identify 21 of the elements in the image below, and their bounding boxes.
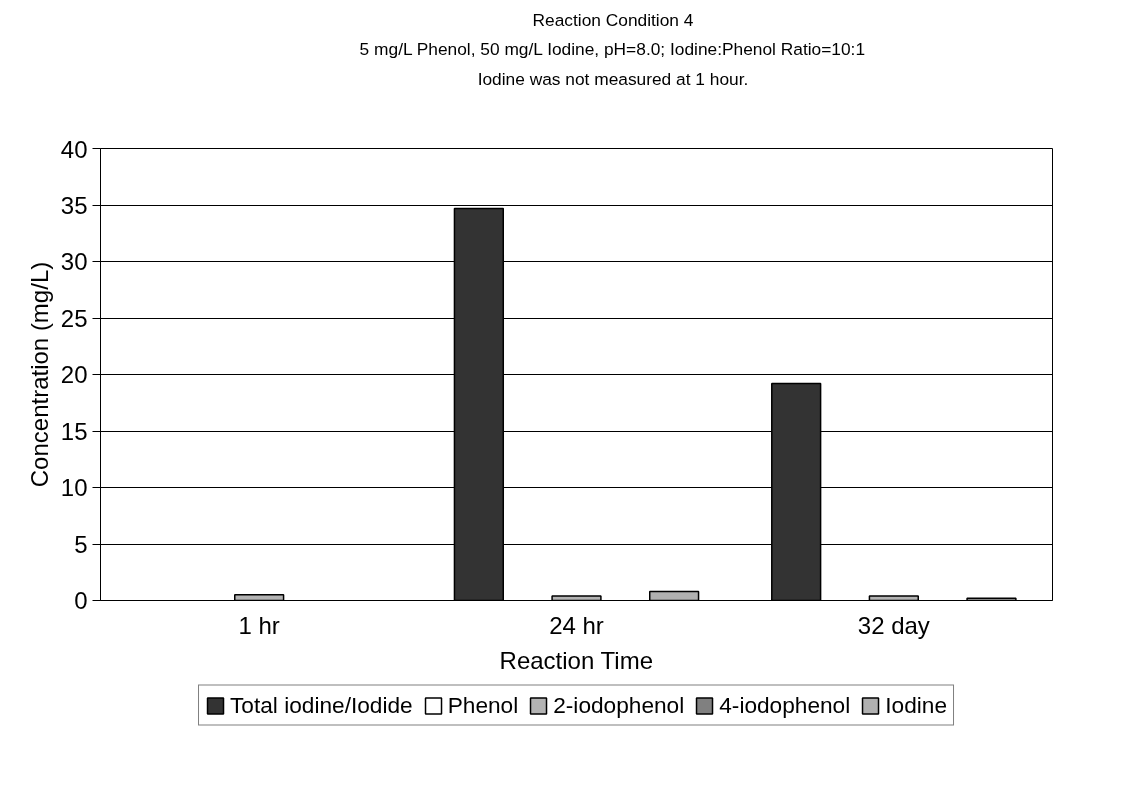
legend-label: Phenol (447, 691, 519, 719)
y-tick-label: 30 (60, 248, 88, 275)
x-tick-label: 1 hr (238, 611, 280, 639)
y-tick-label: 20 (60, 361, 88, 388)
x-tick-label: 32 day (857, 611, 930, 639)
y-tick-label: 0 (74, 587, 88, 614)
legend-label: Total iodine/Iodide (230, 691, 413, 719)
y-tick-label: 25 (60, 304, 88, 332)
y-tick-label: 5 (74, 530, 88, 558)
chart-title: Reaction Condition 4 (532, 10, 694, 31)
x-tick-label: 24 hr (549, 611, 604, 639)
legend-label: Iodine (885, 691, 947, 719)
y-tick-label: 35 (60, 191, 88, 219)
chart-subtitle: 5 mg/L Phenol, 50 mg/L Iodine, pH=8.0; Iodine:Phenol Ratio=10:1 Iodine was not measured at 1 hour. (359, 38, 866, 89)
legend-label: 4-iodophenol (719, 691, 851, 719)
x-axis-title: Reaction Time (499, 646, 653, 674)
y-tick-label: 15 (60, 417, 88, 445)
y-axis-title: Concentration (mg/L) (25, 261, 53, 488)
y-tick-label: 10 (60, 474, 88, 501)
y-tick-label: 40 (60, 135, 88, 163)
legend-label: 2-iodophenol (553, 691, 685, 719)
